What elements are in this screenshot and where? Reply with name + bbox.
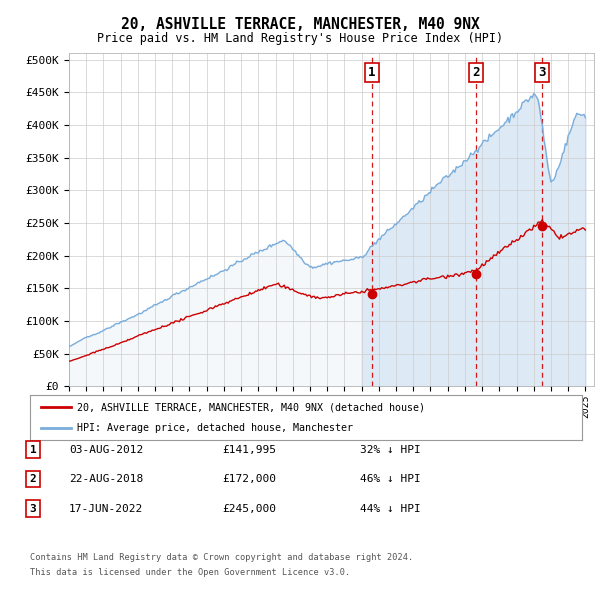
Text: 44% ↓ HPI: 44% ↓ HPI [360, 504, 421, 513]
Text: 1: 1 [29, 445, 37, 454]
Text: Contains HM Land Registry data © Crown copyright and database right 2024.: Contains HM Land Registry data © Crown c… [30, 553, 413, 562]
Text: £172,000: £172,000 [222, 474, 276, 484]
Text: This data is licensed under the Open Government Licence v3.0.: This data is licensed under the Open Gov… [30, 568, 350, 577]
Text: 2: 2 [29, 474, 37, 484]
Text: £245,000: £245,000 [222, 504, 276, 513]
Text: 22-AUG-2018: 22-AUG-2018 [69, 474, 143, 484]
Text: HPI: Average price, detached house, Manchester: HPI: Average price, detached house, Manc… [77, 422, 353, 432]
Text: Price paid vs. HM Land Registry's House Price Index (HPI): Price paid vs. HM Land Registry's House … [97, 32, 503, 45]
Text: 20, ASHVILLE TERRACE, MANCHESTER, M40 9NX (detached house): 20, ASHVILLE TERRACE, MANCHESTER, M40 9N… [77, 402, 425, 412]
Text: 17-JUN-2022: 17-JUN-2022 [69, 504, 143, 513]
Text: 46% ↓ HPI: 46% ↓ HPI [360, 474, 421, 484]
Text: 20, ASHVILLE TERRACE, MANCHESTER, M40 9NX: 20, ASHVILLE TERRACE, MANCHESTER, M40 9N… [121, 17, 479, 31]
Text: £141,995: £141,995 [222, 445, 276, 454]
Text: 3: 3 [538, 66, 545, 79]
Text: 1: 1 [368, 66, 376, 79]
Text: 3: 3 [29, 504, 37, 513]
Text: 2: 2 [472, 66, 479, 79]
Text: 03-AUG-2012: 03-AUG-2012 [69, 445, 143, 454]
Text: 32% ↓ HPI: 32% ↓ HPI [360, 445, 421, 454]
